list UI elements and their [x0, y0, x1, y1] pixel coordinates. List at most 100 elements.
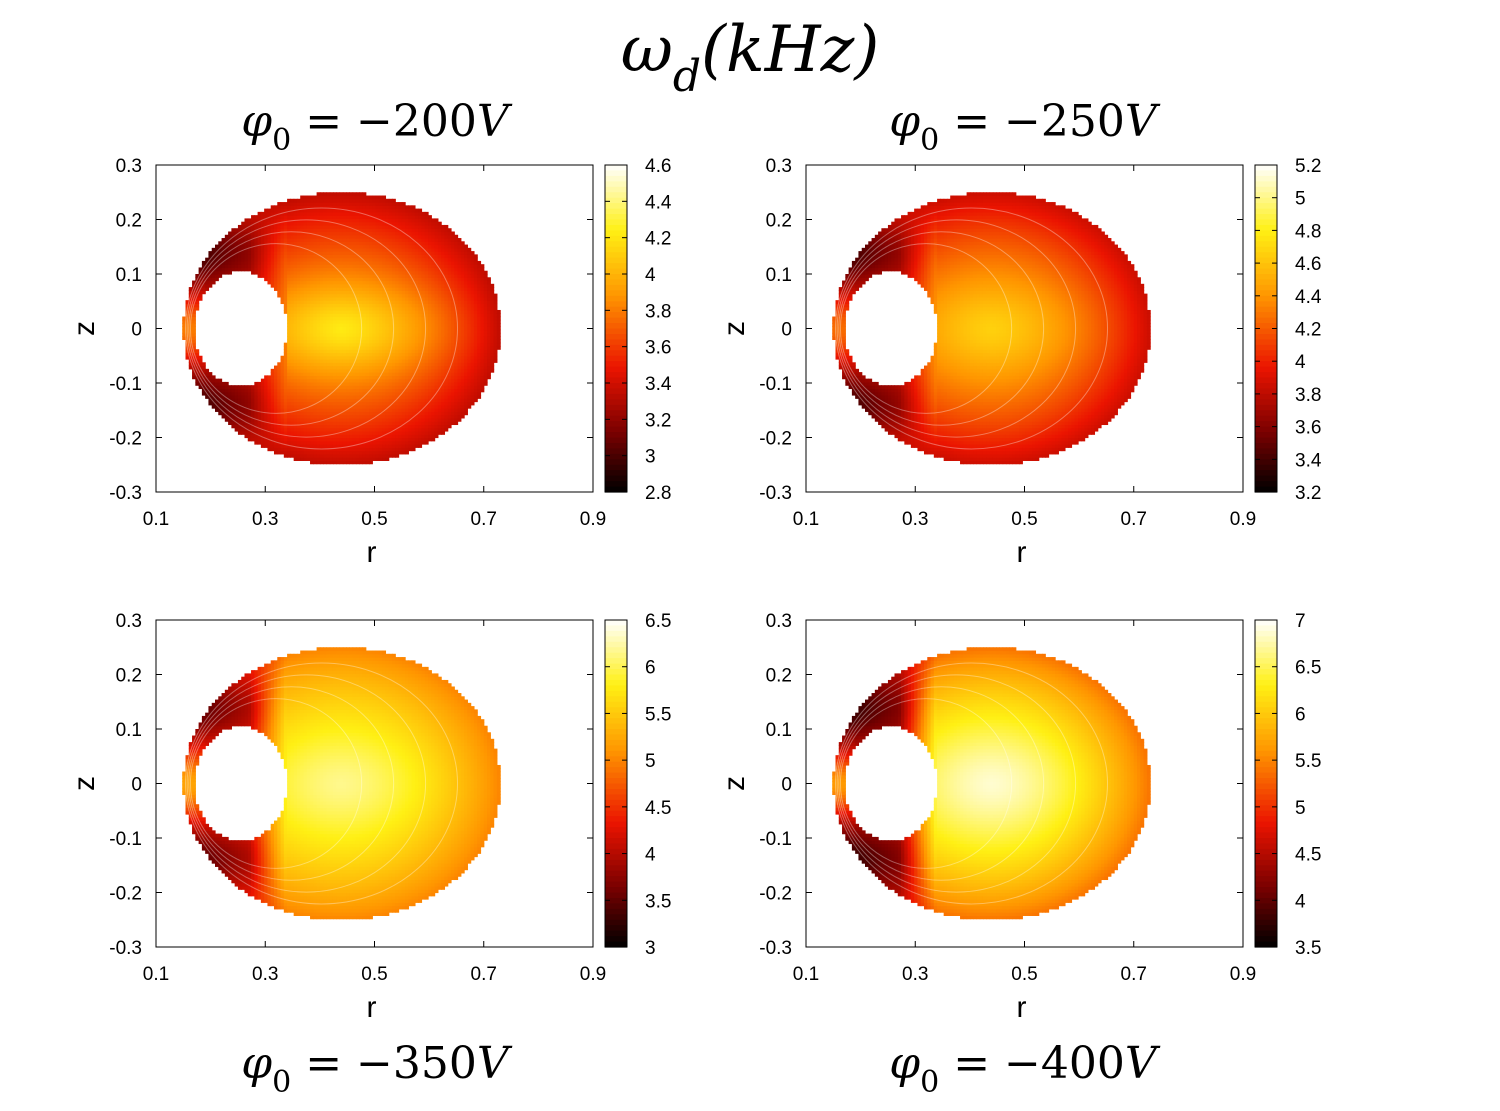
heatmap-cell	[287, 287, 291, 291]
heatmap-cell	[411, 355, 416, 360]
heatmap-cell	[437, 238, 442, 242]
heatmap-cell	[192, 296, 196, 301]
heatmap-cell	[401, 202, 406, 206]
heatmap-cell	[277, 257, 282, 262]
heatmap-cell	[391, 319, 396, 324]
heatmap-cell	[349, 221, 354, 226]
heatmap-cell	[391, 260, 396, 265]
heatmap-cell	[201, 388, 206, 393]
heatmap-cell	[355, 421, 360, 426]
heatmap-cell	[215, 408, 219, 412]
heatmap-cell	[336, 293, 341, 298]
heatmap-cell	[372, 238, 377, 242]
heatmap-cell	[244, 430, 249, 435]
heatmap-cell	[428, 394, 432, 399]
heatmap-cell	[310, 218, 314, 223]
heatmap-cell	[313, 205, 318, 210]
heatmap-cell	[385, 274, 390, 278]
heatmap-cell	[355, 267, 360, 272]
heatmap-cell	[362, 329, 367, 334]
heatmap-cell	[428, 352, 432, 357]
heatmap-cell	[319, 231, 324, 236]
heatmap-cell	[382, 421, 387, 426]
heatmap-cell	[424, 211, 429, 216]
heatmap-cell	[283, 342, 288, 347]
heatmap-cell	[277, 375, 282, 380]
heatmap-cell	[290, 215, 295, 220]
heatmap-cell	[306, 336, 311, 340]
heatmap-cell	[270, 228, 275, 233]
heatmap-cell	[296, 224, 301, 229]
heatmap-cell	[369, 283, 373, 288]
heatmap-cell	[329, 211, 334, 216]
heatmap-cell	[326, 260, 331, 265]
heatmap-cell	[398, 339, 403, 344]
heatmap-cell	[365, 398, 370, 403]
heatmap-cell	[224, 401, 229, 406]
heatmap-cell	[326, 440, 331, 445]
heatmap-cell	[300, 267, 305, 272]
heatmap-cell	[411, 332, 416, 337]
heatmap-cell	[378, 280, 383, 285]
heatmap-cell	[375, 202, 380, 206]
heatmap-cell	[395, 450, 400, 455]
heatmap-cell	[444, 313, 449, 318]
heatmap-cell	[277, 287, 282, 291]
heatmap-cell	[382, 372, 387, 376]
heatmap-cell	[346, 306, 350, 311]
heatmap-cell	[264, 228, 269, 233]
heatmap-cell	[355, 391, 360, 396]
heatmap-cell	[228, 421, 232, 426]
heatmap-cell	[277, 417, 282, 422]
heatmap-cell	[362, 211, 367, 216]
heatmap-cell	[293, 329, 298, 334]
heatmap-cell	[398, 336, 403, 340]
heatmap-cell	[378, 414, 383, 419]
heatmap-cell	[395, 264, 400, 269]
heatmap-cell	[365, 453, 370, 458]
heatmap-cell	[359, 300, 364, 305]
heatmap-cell	[395, 319, 400, 324]
heatmap-cell	[372, 224, 377, 229]
heatmap-cell	[346, 378, 350, 383]
heatmap-cell	[365, 424, 370, 429]
heatmap-cell	[431, 326, 436, 331]
heatmap-cell	[313, 313, 318, 318]
heatmap-cell	[316, 453, 321, 458]
heatmap-cell	[293, 290, 298, 295]
heatmap-cell	[362, 254, 367, 259]
heatmap-cell	[339, 349, 344, 354]
heatmap-cell	[329, 326, 334, 331]
heatmap-cell	[428, 224, 432, 229]
heatmap-cell	[270, 417, 275, 422]
heatmap-cell	[332, 306, 337, 311]
heatmap-cell	[372, 211, 377, 216]
heatmap-cell	[434, 231, 439, 236]
heatmap-cell	[316, 352, 321, 357]
heatmap-cell	[424, 274, 429, 278]
heatmap-cell	[382, 244, 387, 249]
heatmap-cell	[359, 388, 364, 393]
heatmap-cell	[336, 424, 341, 429]
heatmap-cell	[391, 381, 396, 386]
heatmap-cell	[336, 329, 341, 334]
heatmap-cell	[421, 349, 426, 354]
heatmap-cell	[441, 323, 446, 327]
heatmap-cell	[378, 352, 383, 357]
heatmap-cell	[316, 274, 321, 278]
heatmap-cell	[349, 202, 354, 206]
heatmap-cell	[313, 309, 318, 314]
heatmap-cell	[306, 457, 311, 461]
heatmap-cell	[300, 362, 305, 367]
heatmap-cell	[280, 280, 285, 285]
heatmap-cell	[444, 290, 449, 295]
heatmap-cell	[385, 238, 390, 242]
heatmap-cell	[319, 368, 324, 373]
heatmap-cell	[375, 424, 380, 429]
heatmap-cell	[382, 375, 387, 380]
heatmap-cell	[293, 224, 298, 229]
heatmap-cell	[424, 306, 429, 311]
heatmap-cell	[375, 215, 380, 220]
heatmap-cell	[296, 385, 301, 390]
heatmap-cell	[326, 309, 331, 314]
